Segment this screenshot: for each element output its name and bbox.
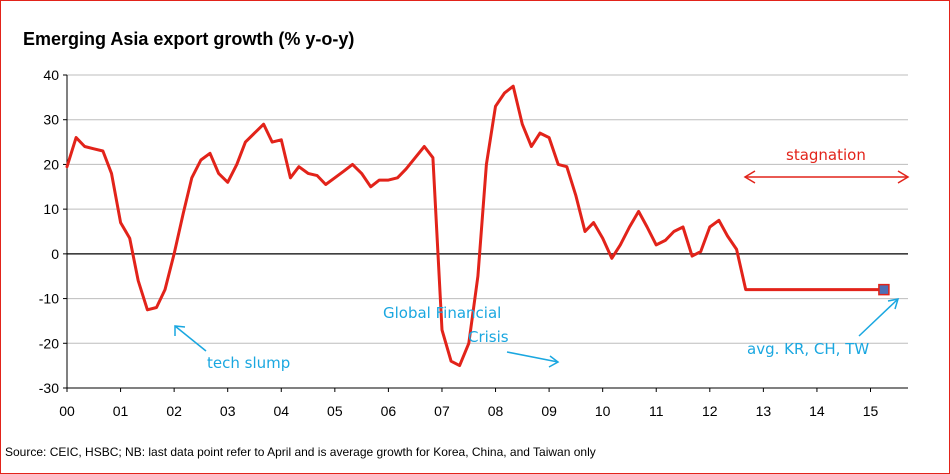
y-tick-label: -20 — [39, 335, 59, 351]
x-tick-label: 13 — [756, 403, 772, 419]
stagnation-arrowhead-left — [743, 170, 756, 184]
x-tick-label: 04 — [273, 403, 289, 419]
series-layer — [65, 84, 890, 368]
tech-slump-arrow — [174, 325, 207, 352]
last-data-point-marker — [878, 283, 890, 296]
gfc-arrowhead — [548, 355, 560, 368]
x-tick-label: 08 — [488, 403, 504, 419]
x-tick-label: 02 — [166, 403, 182, 419]
axes — [63, 74, 908, 392]
avg-arrowhead — [887, 298, 900, 310]
annotation-tech-slump: tech slump — [207, 354, 290, 372]
y-tick-label: 10 — [43, 201, 59, 217]
x-tick-label: 10 — [595, 403, 611, 419]
chart-title: Emerging Asia export growth (% y-o-y) — [23, 29, 355, 49]
x-tick-label: 15 — [863, 403, 879, 419]
annotation-stagnation: stagnation — [786, 146, 866, 164]
x-tick-label: 07 — [434, 403, 450, 419]
y-tick-label: 0 — [51, 246, 59, 262]
chart-source: Source: CEIC, HSBC; NB: last data point … — [5, 445, 596, 459]
y-tick-label: 40 — [43, 67, 59, 83]
x-tick-label: 14 — [809, 403, 825, 419]
x-tick-label: 11 — [649, 403, 664, 419]
series-line — [65, 84, 886, 368]
annotation-gfc-line1: Global Financial — [383, 304, 501, 322]
gfc-arrow — [506, 351, 559, 363]
x-tick-label: 03 — [220, 403, 236, 419]
annotation-avg: avg. KR, CH, TW — [747, 340, 869, 358]
x-tick-label: 01 — [113, 403, 129, 419]
stagnation-arrowhead-right — [897, 170, 910, 184]
x-tick-label: 12 — [702, 403, 718, 419]
y-tick-label: 20 — [43, 156, 59, 172]
y-tick-labels: 40 30 20 10 0 -10 -20 -30 — [39, 67, 59, 396]
y-tick-label: -30 — [39, 380, 59, 396]
avg-arrow — [858, 298, 899, 337]
x-tick-labels: 00 01 02 03 04 05 06 07 08 09 10 11 12 13 14 15 — [59, 403, 878, 419]
tech-slump-arrowhead — [174, 325, 186, 336]
x-tick-label: 09 — [541, 403, 557, 419]
y-tick-label: -10 — [39, 291, 59, 307]
y-tick-label: 30 — [43, 112, 59, 128]
x-tick-label: 06 — [381, 403, 397, 419]
annotation-gfc-line2: Crisis — [468, 328, 509, 346]
x-tick-label: 05 — [327, 403, 343, 419]
annotations: tech slump Global Financial Crisis stagn… — [174, 146, 910, 372]
x-tick-label: 00 — [59, 403, 75, 419]
